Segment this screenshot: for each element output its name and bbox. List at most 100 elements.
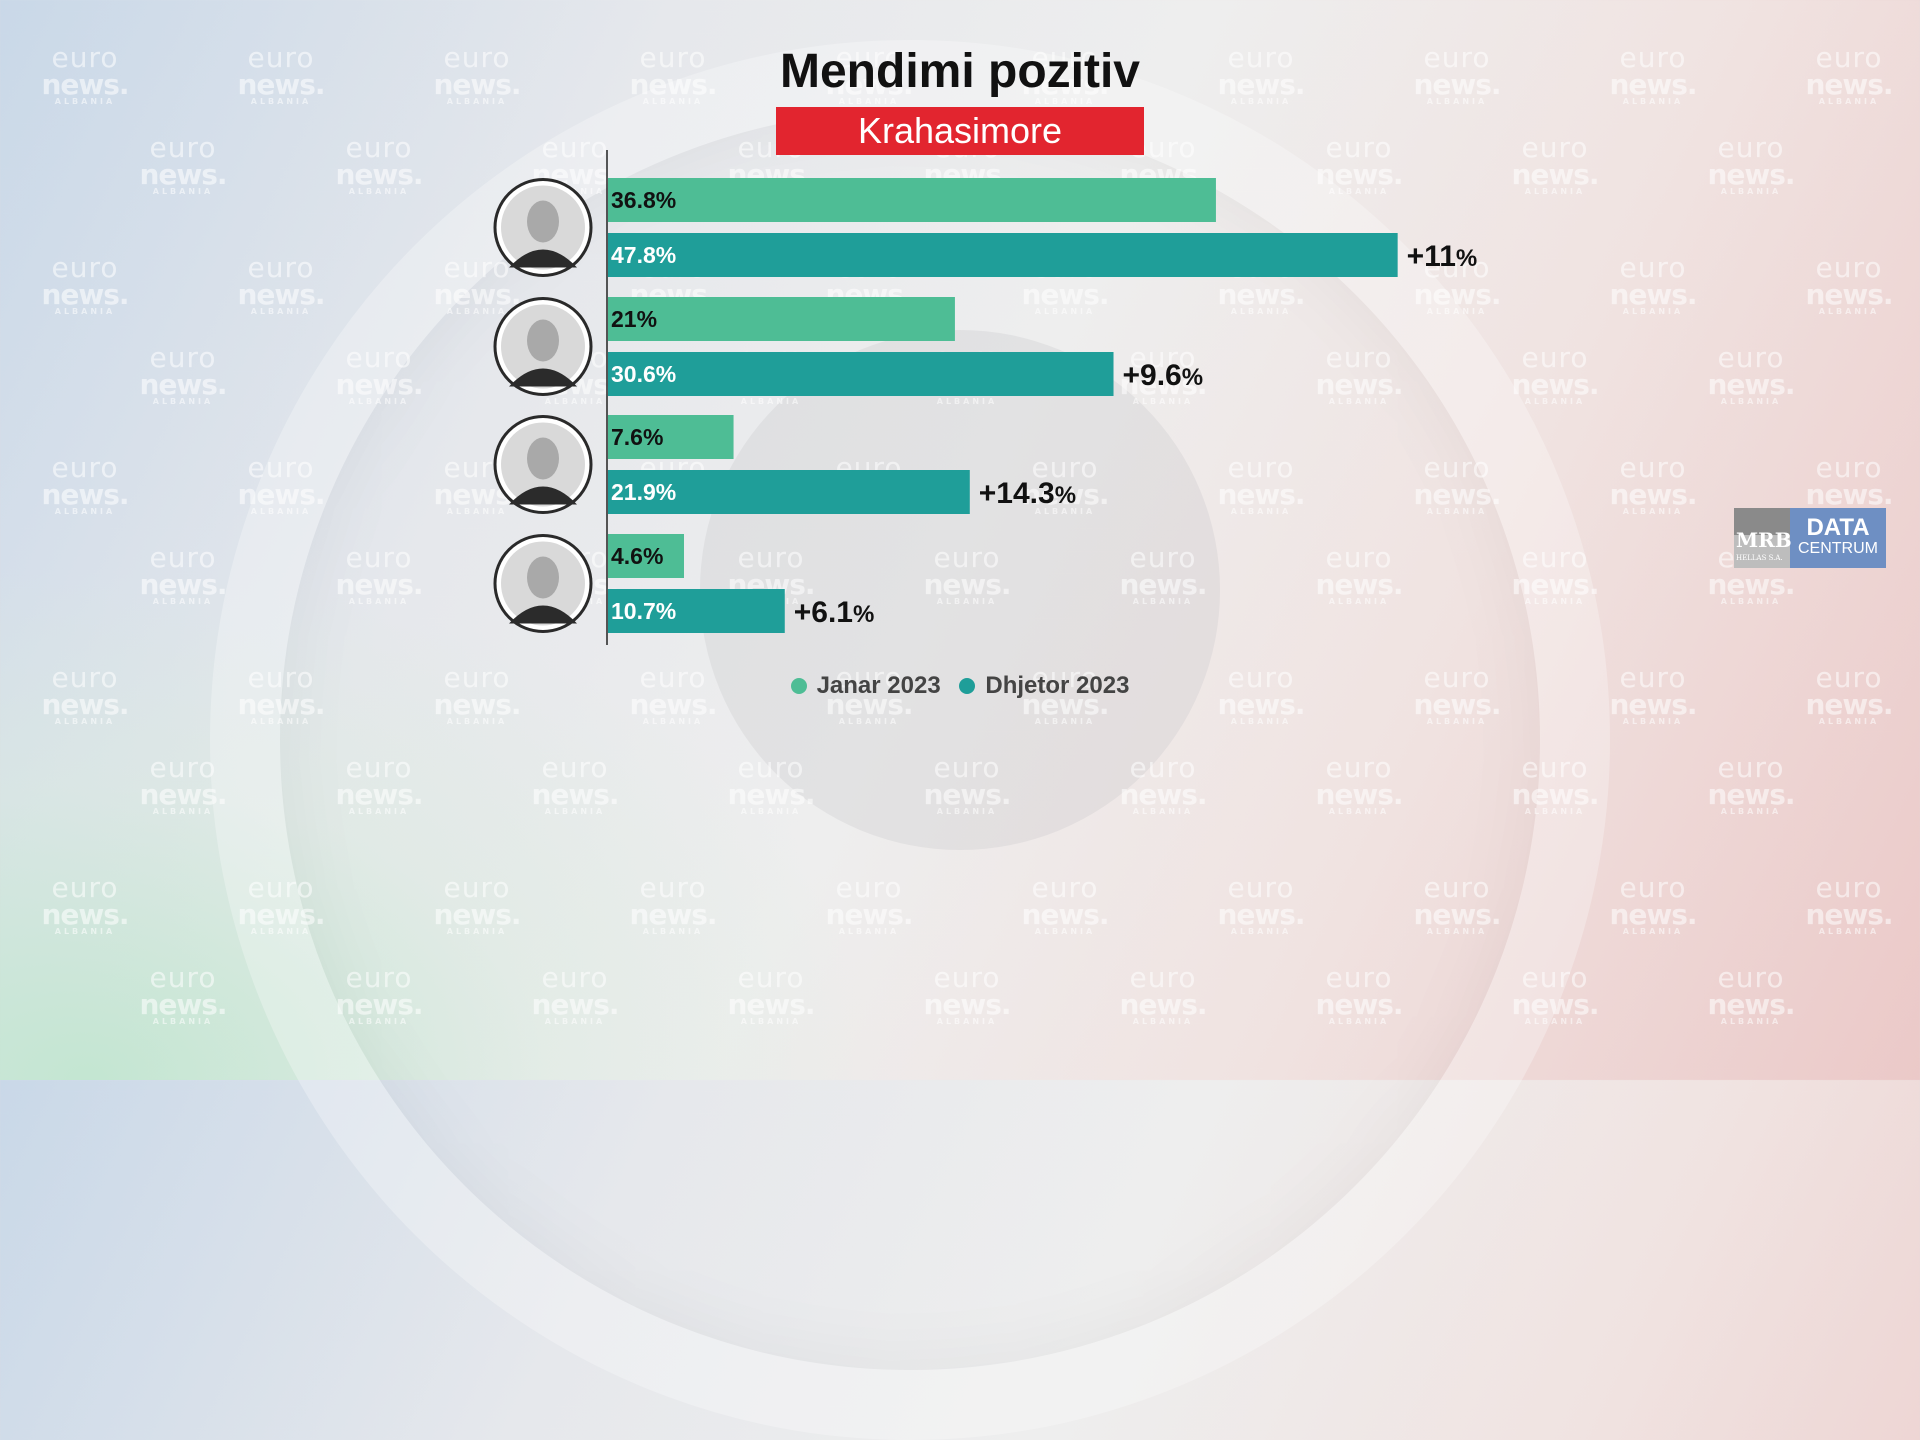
- legend-dot-dec: [959, 678, 976, 694]
- avatar-face: [527, 200, 559, 243]
- chart-subtitle: Krahasimore: [776, 107, 1144, 155]
- bar-value-label: 21.9%: [611, 479, 676, 505]
- legend-label-dec: Dhjetor 2023: [985, 672, 1130, 699]
- change-label: +6.1%: [794, 596, 875, 629]
- bar-value-label: 21%: [611, 306, 657, 332]
- bar-jan: [608, 415, 734, 459]
- bar-dec: [608, 233, 1398, 277]
- bar-value-label: 47.8%: [611, 242, 676, 268]
- bar-value-label: 7.6%: [611, 424, 663, 450]
- legend-item-jan: Janar 2023: [790, 672, 941, 700]
- mrb-datacentrum-logo: MRB HELLAS S.A. DATA CENTRUM: [1734, 508, 1886, 568]
- bar-value-label: 10.7%: [611, 598, 676, 624]
- change-unit: %: [1055, 482, 1076, 509]
- legend-item-dec: Dhjetor 2023: [959, 672, 1129, 700]
- bar-value-label: 30.6%: [611, 361, 676, 387]
- politician-avatar: [493, 297, 593, 396]
- change-unit: %: [853, 601, 874, 628]
- politician-avatar: [493, 534, 593, 633]
- bar-dec: [608, 589, 785, 633]
- change-value: +9.6: [1123, 359, 1182, 392]
- politician-avatar: [493, 415, 593, 514]
- avatar-suit: [509, 605, 577, 624]
- bar-jan: [608, 534, 684, 578]
- avatar-suit: [509, 249, 577, 268]
- bar-chart: 36.8% 47.8% +11% 21% 30.6% +9.6% 7.6% 21.9% +14.…: [493, 150, 1478, 645]
- avatar-face: [527, 319, 559, 362]
- datacentrum-logo-subtext: CENTRUM: [1798, 540, 1878, 557]
- change-value: +11: [1407, 240, 1456, 273]
- change-label: +14.3%: [979, 477, 1076, 510]
- change-label: +11%: [1407, 240, 1478, 273]
- bar-jan: [608, 297, 955, 341]
- bar-dec: [608, 352, 1114, 396]
- bar-dec: [608, 470, 970, 514]
- bar-value-label: 4.6%: [611, 543, 663, 569]
- avatar-suit: [509, 486, 577, 505]
- mrb-logo: MRB HELLAS S.A.: [1734, 508, 1792, 568]
- avatar-face: [527, 556, 559, 599]
- mrb-logo-subtext: HELLAS S.A.: [1736, 554, 1783, 562]
- change-value: +6.1: [794, 596, 853, 629]
- change-unit: %: [1182, 364, 1203, 391]
